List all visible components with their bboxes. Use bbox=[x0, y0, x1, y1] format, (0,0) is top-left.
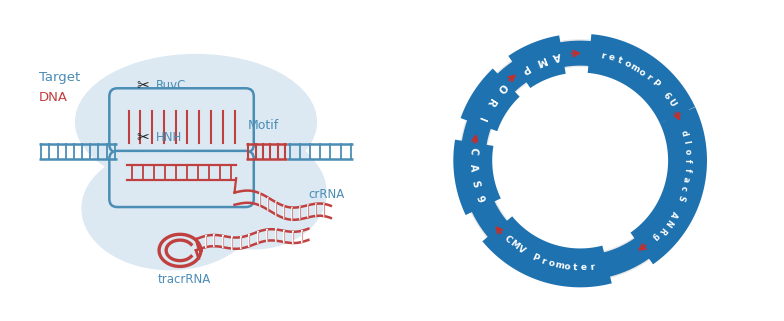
Text: C: C bbox=[468, 147, 478, 155]
Ellipse shape bbox=[82, 148, 259, 270]
Text: t: t bbox=[616, 56, 623, 65]
Text: g: g bbox=[651, 231, 662, 242]
Text: ✂: ✂ bbox=[136, 78, 150, 92]
Text: M: M bbox=[508, 239, 521, 252]
Text: P: P bbox=[531, 253, 540, 264]
Text: C: C bbox=[503, 234, 514, 245]
Text: m: m bbox=[554, 260, 564, 271]
Text: U: U bbox=[665, 97, 677, 108]
Text: d: d bbox=[679, 129, 689, 137]
Text: o: o bbox=[564, 262, 571, 272]
Text: e: e bbox=[608, 53, 615, 63]
Ellipse shape bbox=[107, 120, 317, 233]
Text: t: t bbox=[573, 263, 578, 273]
Text: R: R bbox=[484, 96, 496, 108]
Text: DNA: DNA bbox=[38, 91, 67, 104]
FancyBboxPatch shape bbox=[109, 88, 254, 152]
Text: 6: 6 bbox=[660, 91, 671, 101]
Text: a: a bbox=[681, 176, 691, 183]
Text: r: r bbox=[601, 51, 607, 61]
Text: P: P bbox=[518, 63, 530, 75]
Text: ✂: ✂ bbox=[136, 130, 150, 145]
Text: A: A bbox=[468, 163, 478, 171]
Text: Target: Target bbox=[38, 71, 80, 83]
Text: e: e bbox=[581, 263, 587, 273]
Ellipse shape bbox=[182, 136, 326, 249]
Ellipse shape bbox=[75, 55, 317, 189]
Text: r: r bbox=[539, 256, 546, 266]
Text: o: o bbox=[546, 259, 555, 269]
Text: RuvC: RuvC bbox=[156, 79, 187, 91]
Text: r: r bbox=[644, 73, 653, 82]
Text: f: f bbox=[683, 168, 691, 172]
Text: S: S bbox=[676, 193, 686, 202]
Text: A: A bbox=[668, 209, 679, 219]
Text: Motif: Motif bbox=[248, 119, 278, 132]
Text: P: P bbox=[649, 78, 660, 89]
Text: l: l bbox=[681, 140, 691, 144]
Text: 9: 9 bbox=[474, 194, 486, 204]
Text: o: o bbox=[622, 59, 632, 69]
Text: N: N bbox=[662, 217, 673, 228]
Text: I: I bbox=[476, 115, 487, 123]
Text: S: S bbox=[470, 179, 481, 188]
Text: r: r bbox=[590, 263, 595, 272]
Text: o: o bbox=[682, 148, 691, 154]
Text: o: o bbox=[637, 67, 647, 78]
Text: R: R bbox=[657, 224, 668, 235]
FancyBboxPatch shape bbox=[109, 151, 254, 207]
Text: V: V bbox=[515, 244, 526, 256]
Text: crRNA: crRNA bbox=[308, 188, 345, 201]
Text: HNH: HNH bbox=[156, 131, 182, 144]
Text: f: f bbox=[683, 159, 692, 162]
Text: m: m bbox=[628, 62, 641, 74]
Text: M: M bbox=[533, 54, 546, 67]
Text: c: c bbox=[679, 185, 689, 192]
Text: tracrRNA: tracrRNA bbox=[158, 273, 211, 286]
Text: A: A bbox=[552, 50, 561, 61]
Text: O: O bbox=[495, 81, 508, 94]
